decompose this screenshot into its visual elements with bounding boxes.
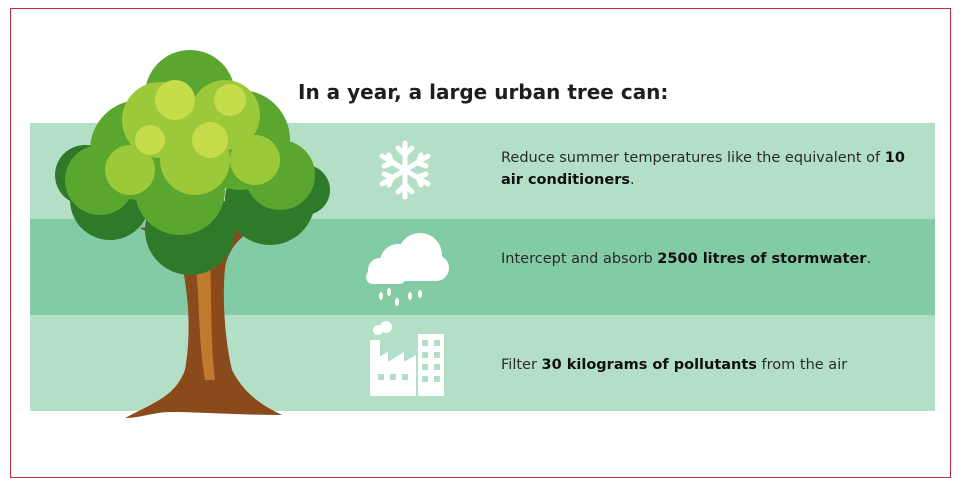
item-plain: Filter — [501, 357, 542, 373]
cloud-icon — [366, 233, 449, 306]
heading: In a year, a large urban tree can: — [298, 80, 668, 104]
item-plain: from the air — [757, 357, 847, 373]
item-plain: . — [630, 172, 635, 188]
item-bold: 30 kilograms of pollutants — [542, 357, 757, 373]
page: {"heading": "In a year, a large urban tr… — [0, 0, 963, 463]
illustration — [0, 0, 963, 463]
item-plain: . — [866, 251, 871, 267]
item-text: Intercept and absorb 2500 litres of stor… — [501, 248, 916, 270]
snowflake-icon — [382, 143, 428, 197]
item-bold: 2500 litres of stormwater — [657, 251, 866, 267]
item-text: Reduce summer temperatures like the equi… — [501, 147, 916, 191]
factory-icon — [370, 321, 444, 396]
tree — [55, 50, 330, 418]
item-plain: Reduce summer temperatures like the equi… — [501, 150, 885, 166]
item-plain: Intercept and absorb — [501, 251, 657, 267]
item-text: Filter 30 kilograms of pollutants from t… — [501, 354, 916, 376]
